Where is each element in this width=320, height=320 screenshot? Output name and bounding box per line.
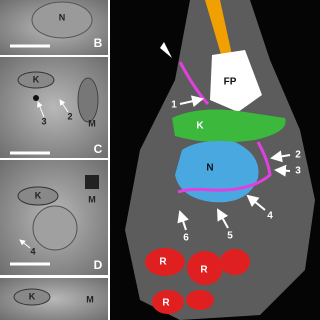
kinetoplast (13, 288, 51, 306)
reconstruction: FP K N 1 2 3 4 5 6 R R R (110, 0, 320, 320)
arrow (217, 208, 229, 229)
ribosome (187, 251, 223, 285)
nucleus (31, 1, 93, 39)
arrow (177, 210, 189, 231)
organelle (85, 175, 99, 189)
label: M (86, 294, 94, 304)
label: 4 (30, 246, 35, 256)
panel-letter: D (94, 258, 103, 272)
arrow (179, 95, 204, 108)
label: K (33, 74, 40, 84)
marker-label: 1 (171, 100, 177, 111)
mitochondrion (77, 77, 99, 123)
arrow (270, 150, 291, 163)
arrow (59, 99, 69, 113)
structure-label: N (206, 163, 213, 174)
marker-label: 3 (295, 166, 301, 177)
marker-label: 6 (183, 233, 189, 244)
ribosome (152, 290, 184, 314)
marker-label: 2 (295, 150, 301, 161)
arrows (177, 95, 291, 231)
ribosome-label: R (200, 265, 208, 276)
flagellum (205, 0, 232, 58)
marker-label: 5 (227, 231, 233, 242)
label: K (29, 291, 36, 301)
er-tubule (177, 61, 272, 194)
panel-letter: C (94, 142, 103, 156)
kinetoplast (17, 186, 59, 206)
label: N (59, 12, 66, 22)
structure-label: K (196, 121, 204, 132)
label: 3 (41, 116, 46, 126)
ribosome (145, 248, 185, 276)
label: K (35, 190, 42, 200)
kinetoplast (172, 109, 286, 143)
ribosomes (145, 248, 250, 314)
marker-label: 4 (267, 211, 273, 222)
nucleus (32, 205, 78, 251)
ribosome-label: R (162, 298, 170, 309)
structure-label: FP (224, 77, 237, 88)
kinetoplast (17, 71, 55, 89)
label: M (88, 118, 96, 128)
arrow (37, 101, 45, 118)
organelle (33, 95, 39, 101)
ribosome-label: R (159, 257, 167, 268)
arrow (274, 164, 291, 177)
em-labels: N B K 3 2 M C K M 4 D K M (29, 12, 103, 304)
label: M (88, 194, 96, 204)
panel-letter: B (94, 36, 103, 50)
arrow (19, 239, 31, 249)
ribosome (220, 249, 250, 275)
label: 2 (67, 111, 72, 121)
ribosome (186, 290, 214, 310)
em-panels (0, 0, 108, 320)
flagellar-pocket (210, 50, 262, 112)
arrowhead (160, 42, 172, 58)
arrow (246, 194, 266, 211)
nucleus (175, 141, 259, 203)
